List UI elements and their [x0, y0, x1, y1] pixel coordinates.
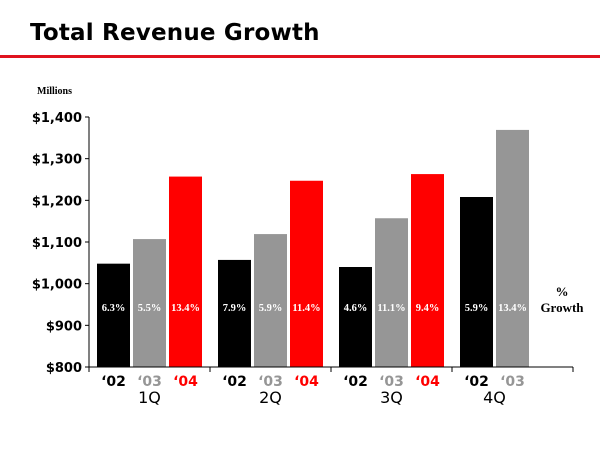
y-tick-label: $900 — [46, 319, 82, 334]
bar-3q-series-1 — [375, 218, 408, 367]
y-tick-label: $800 — [46, 361, 82, 376]
bar-3q-series-0 — [339, 267, 372, 367]
slide-title: Total Revenue Growth — [30, 20, 320, 46]
growth-label: 11.4% — [292, 303, 320, 314]
growth-label: 5.9% — [465, 303, 489, 314]
x-year-label: ‘03 — [500, 374, 525, 390]
x-year-label: ‘02 — [343, 374, 368, 390]
growth-label: 7.9% — [223, 303, 247, 314]
bars-layer — [97, 129, 529, 367]
y-axis-unit-label: Millions — [37, 86, 73, 97]
x-year-label: ‘04 — [294, 374, 319, 390]
x-quarter-label: 2Q — [259, 388, 282, 407]
growth-label: 4.6% — [344, 303, 368, 314]
x-year-label: ‘02 — [101, 374, 126, 390]
y-tick-label: $1,000 — [32, 278, 82, 293]
x-quarter-label: 1Q — [138, 388, 161, 407]
growth-annotation-symbol: % — [556, 284, 569, 299]
y-tick-label: $1,300 — [32, 153, 82, 168]
growth-annotation-label: Growth — [540, 300, 584, 315]
x-year-label: ‘04 — [415, 374, 440, 390]
x-year-label: ‘02 — [222, 374, 247, 390]
bar-3q-series-2 — [411, 174, 444, 367]
x-quarter-label: 4Q — [483, 388, 506, 407]
x-year-label: ‘02 — [464, 374, 489, 390]
bar-2q-series-1 — [254, 234, 287, 367]
bar-1q-series-2 — [169, 176, 202, 367]
growth-label: 9.4% — [416, 303, 440, 314]
y-tick-label: $1,400 — [32, 111, 82, 126]
bar-1q-series-0 — [97, 263, 130, 367]
bar-4q-series-1 — [496, 129, 529, 367]
axes-layer — [85, 116, 574, 372]
x-quarter-label: 3Q — [380, 388, 403, 407]
growth-label: 5.9% — [259, 303, 283, 314]
x-year-label: ‘03 — [137, 374, 162, 390]
bar-2q-series-0 — [218, 259, 251, 367]
y-tick-label: $1,200 — [32, 194, 82, 209]
bar-1q-series-1 — [133, 239, 166, 367]
bar-4q-series-0 — [460, 197, 493, 367]
x-year-label: ‘03 — [379, 374, 404, 390]
growth-label: 6.3% — [102, 303, 126, 314]
labels-layer: 6.3% ‘02 5.5% ‘03 13.4% ‘04 1Q 7.9% ‘02 5.9% ‘03 11… — [32, 111, 527, 407]
growth-label: 11.1% — [377, 303, 405, 314]
bar-2q-series-2 — [290, 180, 323, 367]
x-year-label: ‘04 — [173, 374, 198, 390]
growth-label: 5.5% — [138, 303, 162, 314]
title-underline — [0, 55, 600, 58]
y-tick-label: $1,100 — [32, 236, 82, 251]
x-year-label: ‘03 — [258, 374, 283, 390]
growth-label: 13.4% — [171, 303, 200, 314]
growth-label: 13.4% — [498, 303, 527, 314]
